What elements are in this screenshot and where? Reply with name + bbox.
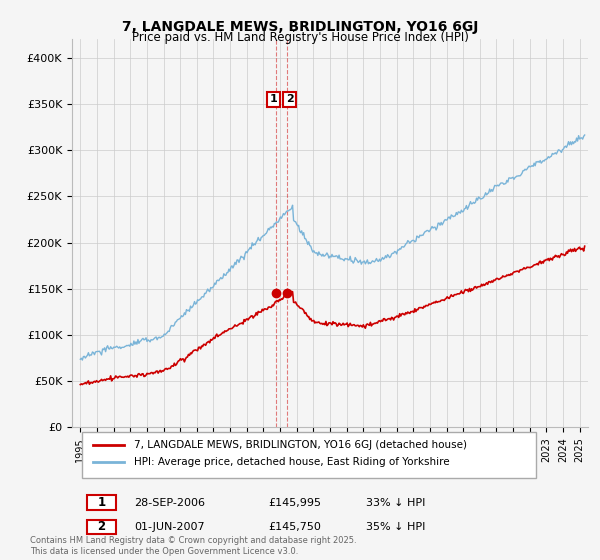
Text: 35% ↓ HPI: 35% ↓ HPI (366, 522, 425, 532)
Text: 28-SEP-2006: 28-SEP-2006 (134, 498, 205, 508)
Text: 1: 1 (269, 94, 277, 104)
Text: 01-JUN-2007: 01-JUN-2007 (134, 522, 205, 532)
Text: Price paid vs. HM Land Registry's House Price Index (HPI): Price paid vs. HM Land Registry's House … (131, 31, 469, 44)
Text: £145,750: £145,750 (268, 522, 321, 532)
Text: 7, LANGDALE MEWS, BRIDLINGTON, YO16 6GJ (detached house): 7, LANGDALE MEWS, BRIDLINGTON, YO16 6GJ … (134, 440, 467, 450)
Text: 33% ↓ HPI: 33% ↓ HPI (366, 498, 425, 508)
Text: Contains HM Land Registry data © Crown copyright and database right 2025.
This d: Contains HM Land Registry data © Crown c… (30, 536, 356, 556)
Text: 7, LANGDALE MEWS, BRIDLINGTON, YO16 6GJ: 7, LANGDALE MEWS, BRIDLINGTON, YO16 6GJ (122, 20, 478, 34)
Text: HPI: Average price, detached house, East Riding of Yorkshire: HPI: Average price, detached house, East… (134, 458, 449, 467)
Text: 1: 1 (97, 496, 106, 509)
Text: 2: 2 (97, 520, 106, 534)
Text: £145,995: £145,995 (268, 498, 321, 508)
FancyBboxPatch shape (82, 432, 536, 478)
FancyBboxPatch shape (88, 496, 116, 510)
FancyBboxPatch shape (88, 520, 116, 534)
Text: 2: 2 (286, 94, 293, 104)
